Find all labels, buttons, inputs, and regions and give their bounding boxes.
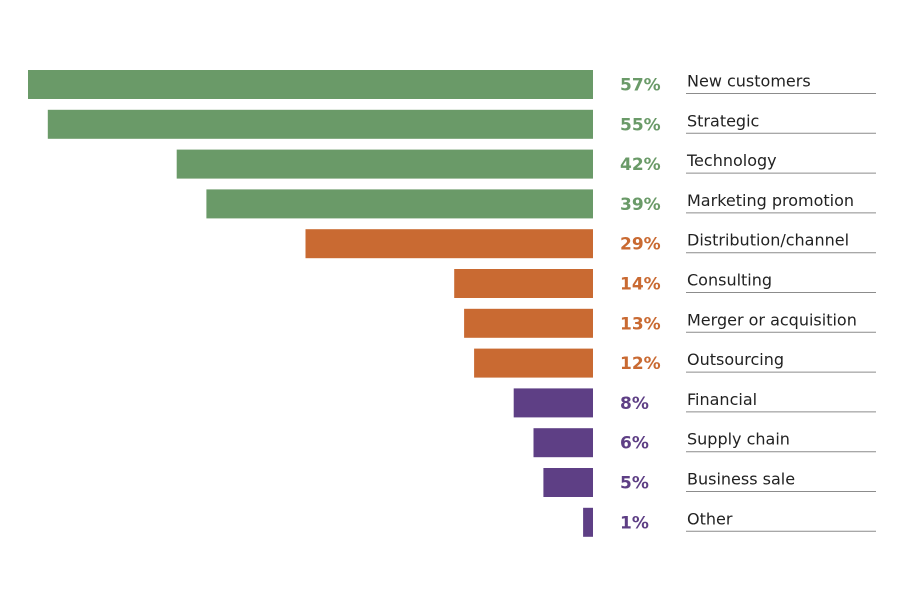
value-label: 29% — [620, 235, 661, 255]
bar — [206, 189, 593, 219]
bar — [176, 149, 593, 179]
value-label: 57% — [620, 76, 661, 96]
category-label: Strategic — [687, 111, 759, 130]
value-label: 39% — [620, 195, 661, 215]
bar — [513, 388, 593, 418]
category-label: Outsourcing — [687, 350, 784, 369]
category-label: Supply chain — [687, 430, 790, 449]
bar — [28, 70, 593, 99]
value-label: 55% — [620, 115, 661, 135]
bar — [533, 428, 593, 458]
value-label: 42% — [620, 155, 661, 175]
category-label: Marketing promotion — [687, 191, 854, 210]
bar — [474, 348, 593, 378]
value-label: 6% — [620, 434, 649, 454]
category-label: Technology — [686, 151, 777, 170]
category-label: Distribution/channel — [687, 231, 849, 250]
bar — [47, 109, 594, 139]
bar — [543, 468, 593, 497]
value-label: 12% — [620, 354, 661, 374]
value-label: 13% — [620, 314, 661, 334]
bar — [454, 269, 593, 298]
value-label: 5% — [620, 474, 649, 494]
category-label: Consulting — [687, 271, 772, 290]
category-label: New customers — [687, 72, 811, 91]
value-label: 14% — [620, 275, 661, 295]
bar — [305, 229, 593, 259]
category-label: Merger or acquisition — [687, 310, 857, 329]
category-label: Other — [687, 509, 733, 528]
category-label: Business sale — [687, 470, 795, 489]
category-label: Financial — [687, 390, 757, 409]
value-label: 8% — [620, 394, 649, 414]
value-label: 1% — [620, 513, 649, 533]
bar — [583, 507, 593, 537]
bar — [464, 308, 593, 338]
